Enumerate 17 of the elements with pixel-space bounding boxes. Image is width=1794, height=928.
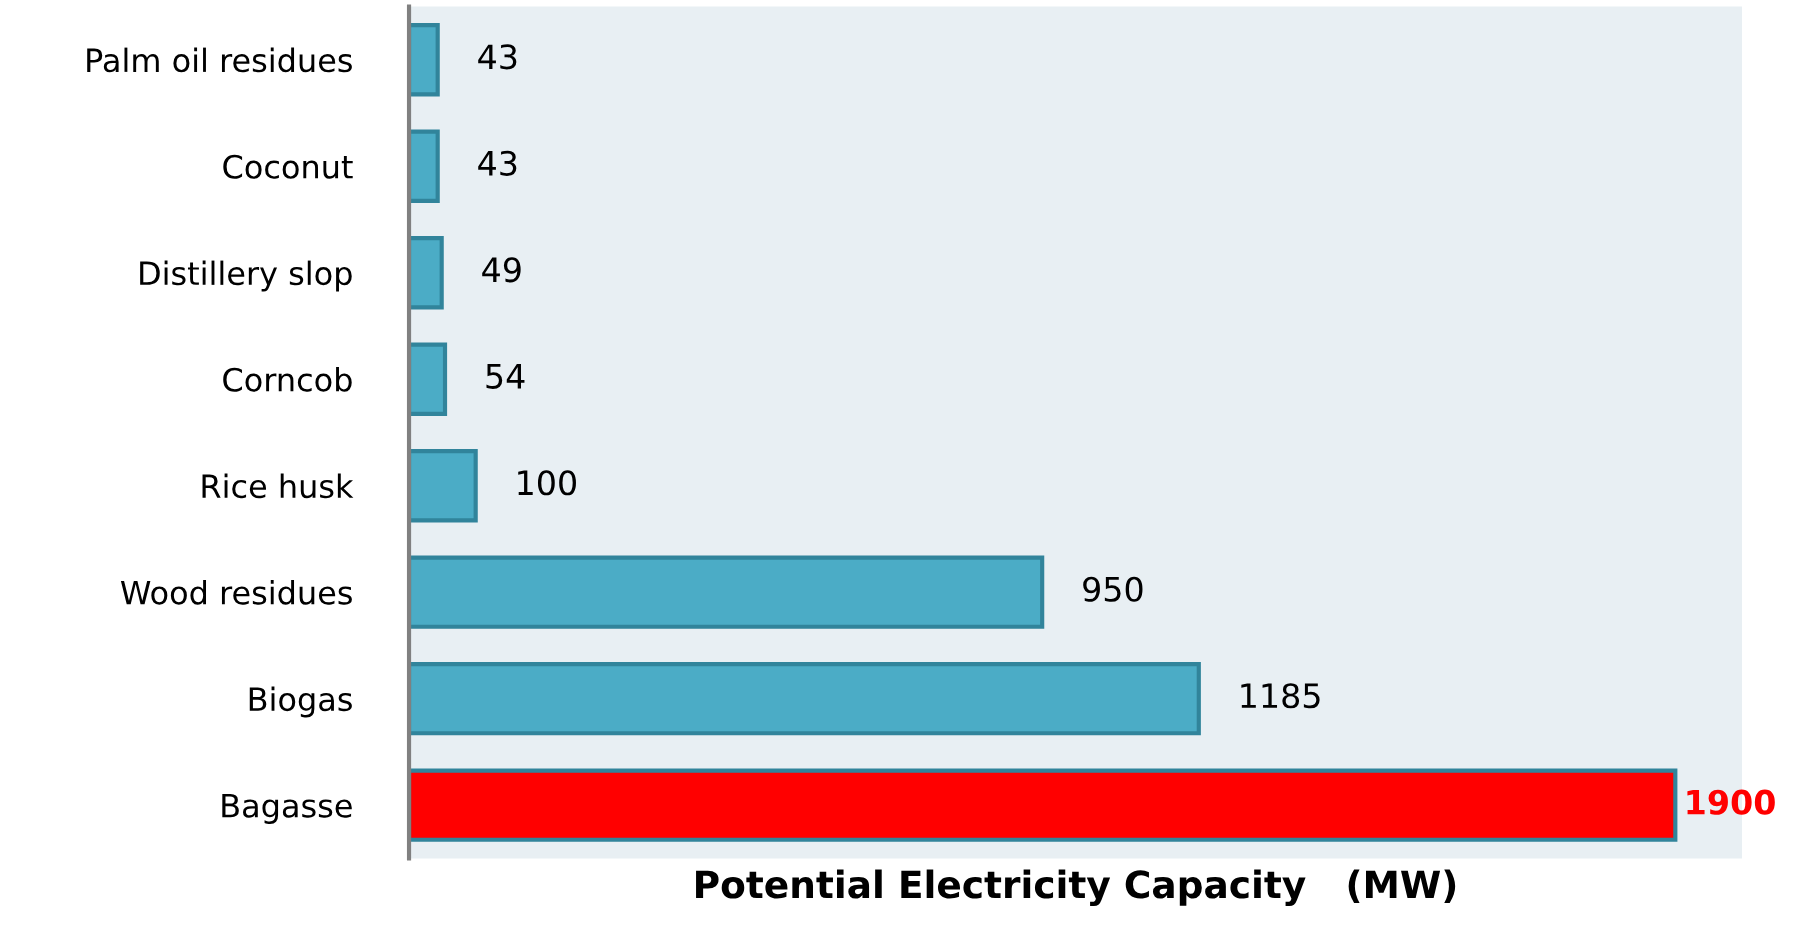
data-label: 43 <box>478 150 517 176</box>
y-tick-label: Wood residues <box>120 580 352 605</box>
y-tick-label: Distillery slop <box>140 260 352 292</box>
y-tick-label: Palm oil residues <box>87 47 352 73</box>
y-tick-label: Bagasse <box>222 794 352 824</box>
data-label: 1900 <box>1687 789 1775 815</box>
data-label: 950 <box>1083 576 1143 602</box>
data-label: 49 <box>482 257 521 283</box>
y-tick-label: Rice husk <box>202 473 354 499</box>
data-label: 43 <box>478 44 517 70</box>
data-label: 54 <box>486 364 525 389</box>
y-tick-label: Corncob <box>223 367 352 392</box>
y-tick-label: Coconut <box>223 154 353 179</box>
data-label: 100 <box>518 470 576 496</box>
y-tick-label: Biogas <box>249 686 352 718</box>
data-label: 1185 <box>1241 683 1320 709</box>
x-axis-title: Potential Electricity Capacity (MW) <box>696 869 1456 907</box>
